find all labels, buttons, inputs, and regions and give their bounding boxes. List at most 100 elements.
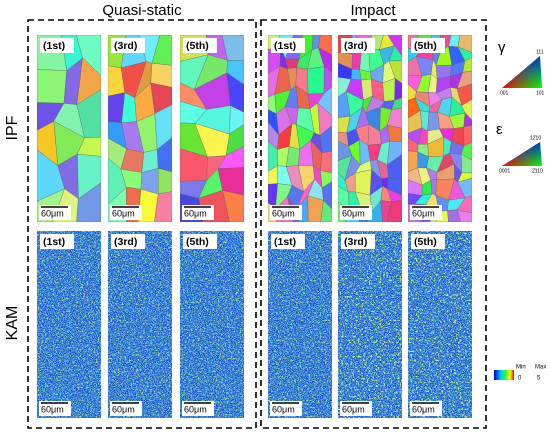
legend-label: Max xyxy=(535,365,546,371)
legend-label: 5 xyxy=(537,376,541,382)
grain xyxy=(221,35,244,61)
panel-label: (1st) xyxy=(274,236,296,248)
grain xyxy=(463,124,472,147)
grain xyxy=(307,66,325,95)
grain xyxy=(321,181,332,210)
grain xyxy=(457,177,472,199)
scale-box xyxy=(340,401,372,416)
corner-label: 2̄110 xyxy=(532,168,543,174)
label-box xyxy=(183,234,217,249)
ipf-triangle xyxy=(502,142,542,166)
kam-map: (3rd) 60μm xyxy=(108,231,172,418)
grain xyxy=(157,137,172,173)
map-image xyxy=(338,35,402,222)
panel-label: (3rd) xyxy=(114,236,137,248)
map-image xyxy=(338,231,402,418)
kam-strain xyxy=(408,231,472,418)
scale-box xyxy=(39,401,71,416)
label-box xyxy=(40,38,74,53)
scale-label: 60μm xyxy=(342,208,365,218)
kam-map: (5th) 60μm xyxy=(180,231,244,418)
map-image xyxy=(268,35,332,222)
panel-label: (5th) xyxy=(186,40,209,52)
kam-strain xyxy=(37,231,101,418)
scale-label: 60μm xyxy=(184,208,207,218)
label-box xyxy=(271,234,305,249)
scale-label: 60μm xyxy=(272,208,295,218)
label-box xyxy=(40,234,74,249)
grain xyxy=(461,99,472,121)
scale-label: 60μm xyxy=(412,208,435,218)
grain xyxy=(457,209,472,222)
panel-label: (1st) xyxy=(274,40,296,52)
corner-label: 12̄10 xyxy=(530,135,541,141)
kam-colorbar xyxy=(494,370,514,380)
scale-label: 60μm xyxy=(41,208,64,218)
corner-label: 101 xyxy=(536,90,545,96)
grain xyxy=(387,35,402,57)
grain xyxy=(226,60,244,85)
grain xyxy=(76,182,101,222)
kam-strain xyxy=(338,231,402,418)
map-image xyxy=(37,231,101,418)
grain xyxy=(226,72,244,113)
label-box xyxy=(111,234,145,249)
panel-label: (5th) xyxy=(186,236,209,248)
scale-label: 60μm xyxy=(342,404,365,414)
grain xyxy=(318,35,332,56)
group-title: Quasi-static xyxy=(102,2,182,19)
ipf-map: (5th) 60μm xyxy=(180,35,244,222)
grain xyxy=(460,142,472,161)
scale-box xyxy=(182,401,214,416)
grain xyxy=(394,77,402,101)
grain xyxy=(391,97,402,110)
corner-label: 001 xyxy=(500,90,509,96)
grain xyxy=(317,86,332,116)
ipf-map: (1st) 60μm xyxy=(37,35,101,222)
grain xyxy=(319,125,332,154)
grain xyxy=(318,47,332,73)
corner-label: 111 xyxy=(536,49,544,55)
scale-label: 60μm xyxy=(112,208,135,218)
legend-label: 0 xyxy=(518,376,522,382)
grain xyxy=(76,89,101,138)
scale-box xyxy=(270,205,302,220)
grain xyxy=(355,169,372,196)
grain xyxy=(456,83,472,106)
grain xyxy=(222,190,244,222)
kam-map: (3rd) 60μm xyxy=(338,231,402,418)
grain xyxy=(427,112,440,132)
scale-box xyxy=(39,205,71,220)
map-image xyxy=(37,35,101,222)
label-box xyxy=(271,38,305,53)
grain xyxy=(462,57,472,73)
grain xyxy=(217,146,244,169)
scale-box xyxy=(270,401,302,416)
grain xyxy=(457,172,472,183)
scale-label: 60μm xyxy=(41,404,64,414)
map-image xyxy=(408,231,472,418)
grain xyxy=(158,168,172,195)
label-box xyxy=(341,234,375,249)
map-image xyxy=(180,35,244,222)
panel-label: (5th) xyxy=(414,40,437,52)
label-box xyxy=(183,38,217,53)
scale-label: 60μm xyxy=(112,404,135,414)
map-image xyxy=(180,231,244,418)
kam-map: (1st) 60μm xyxy=(37,231,101,418)
scale-box xyxy=(410,401,442,416)
grain xyxy=(387,141,402,166)
label-box xyxy=(341,38,375,53)
grain xyxy=(463,112,472,128)
grain xyxy=(76,35,101,76)
grain xyxy=(217,167,244,196)
kam-strain xyxy=(180,231,244,418)
kam-strain xyxy=(268,231,332,418)
ipf-map: (1st) 60μm xyxy=(268,35,332,222)
scale-box xyxy=(410,205,442,220)
ipf-map: (3rd) 60μm xyxy=(338,35,402,222)
grain xyxy=(387,177,402,196)
kam-strain xyxy=(108,231,172,418)
row-label: KAM xyxy=(4,306,21,341)
